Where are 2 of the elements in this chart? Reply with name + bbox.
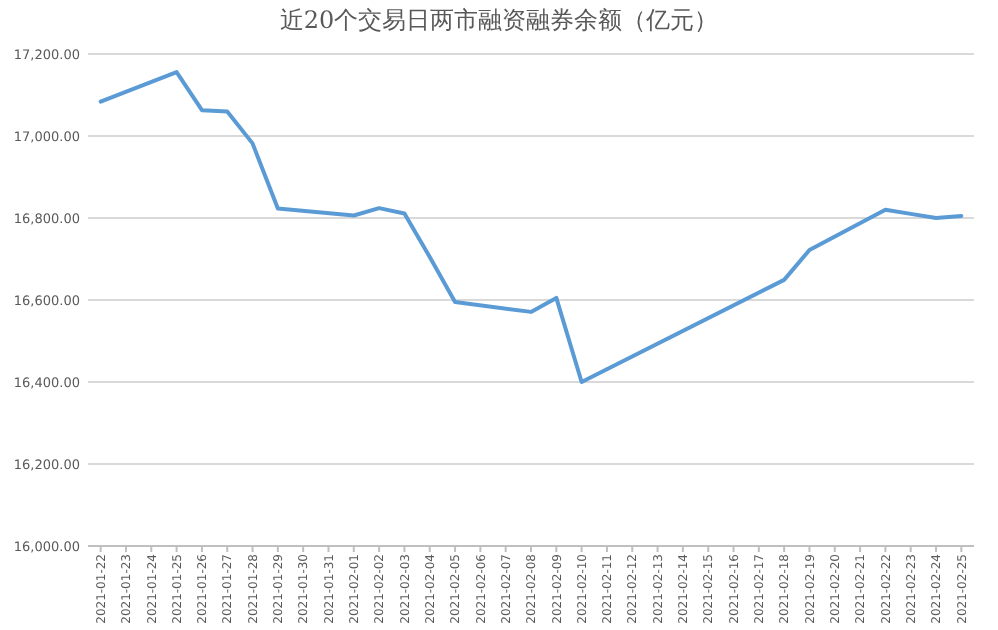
chart-title: 近20个交易日两市融资融券余额（亿元） <box>279 6 719 34</box>
line-series <box>98 70 964 384</box>
